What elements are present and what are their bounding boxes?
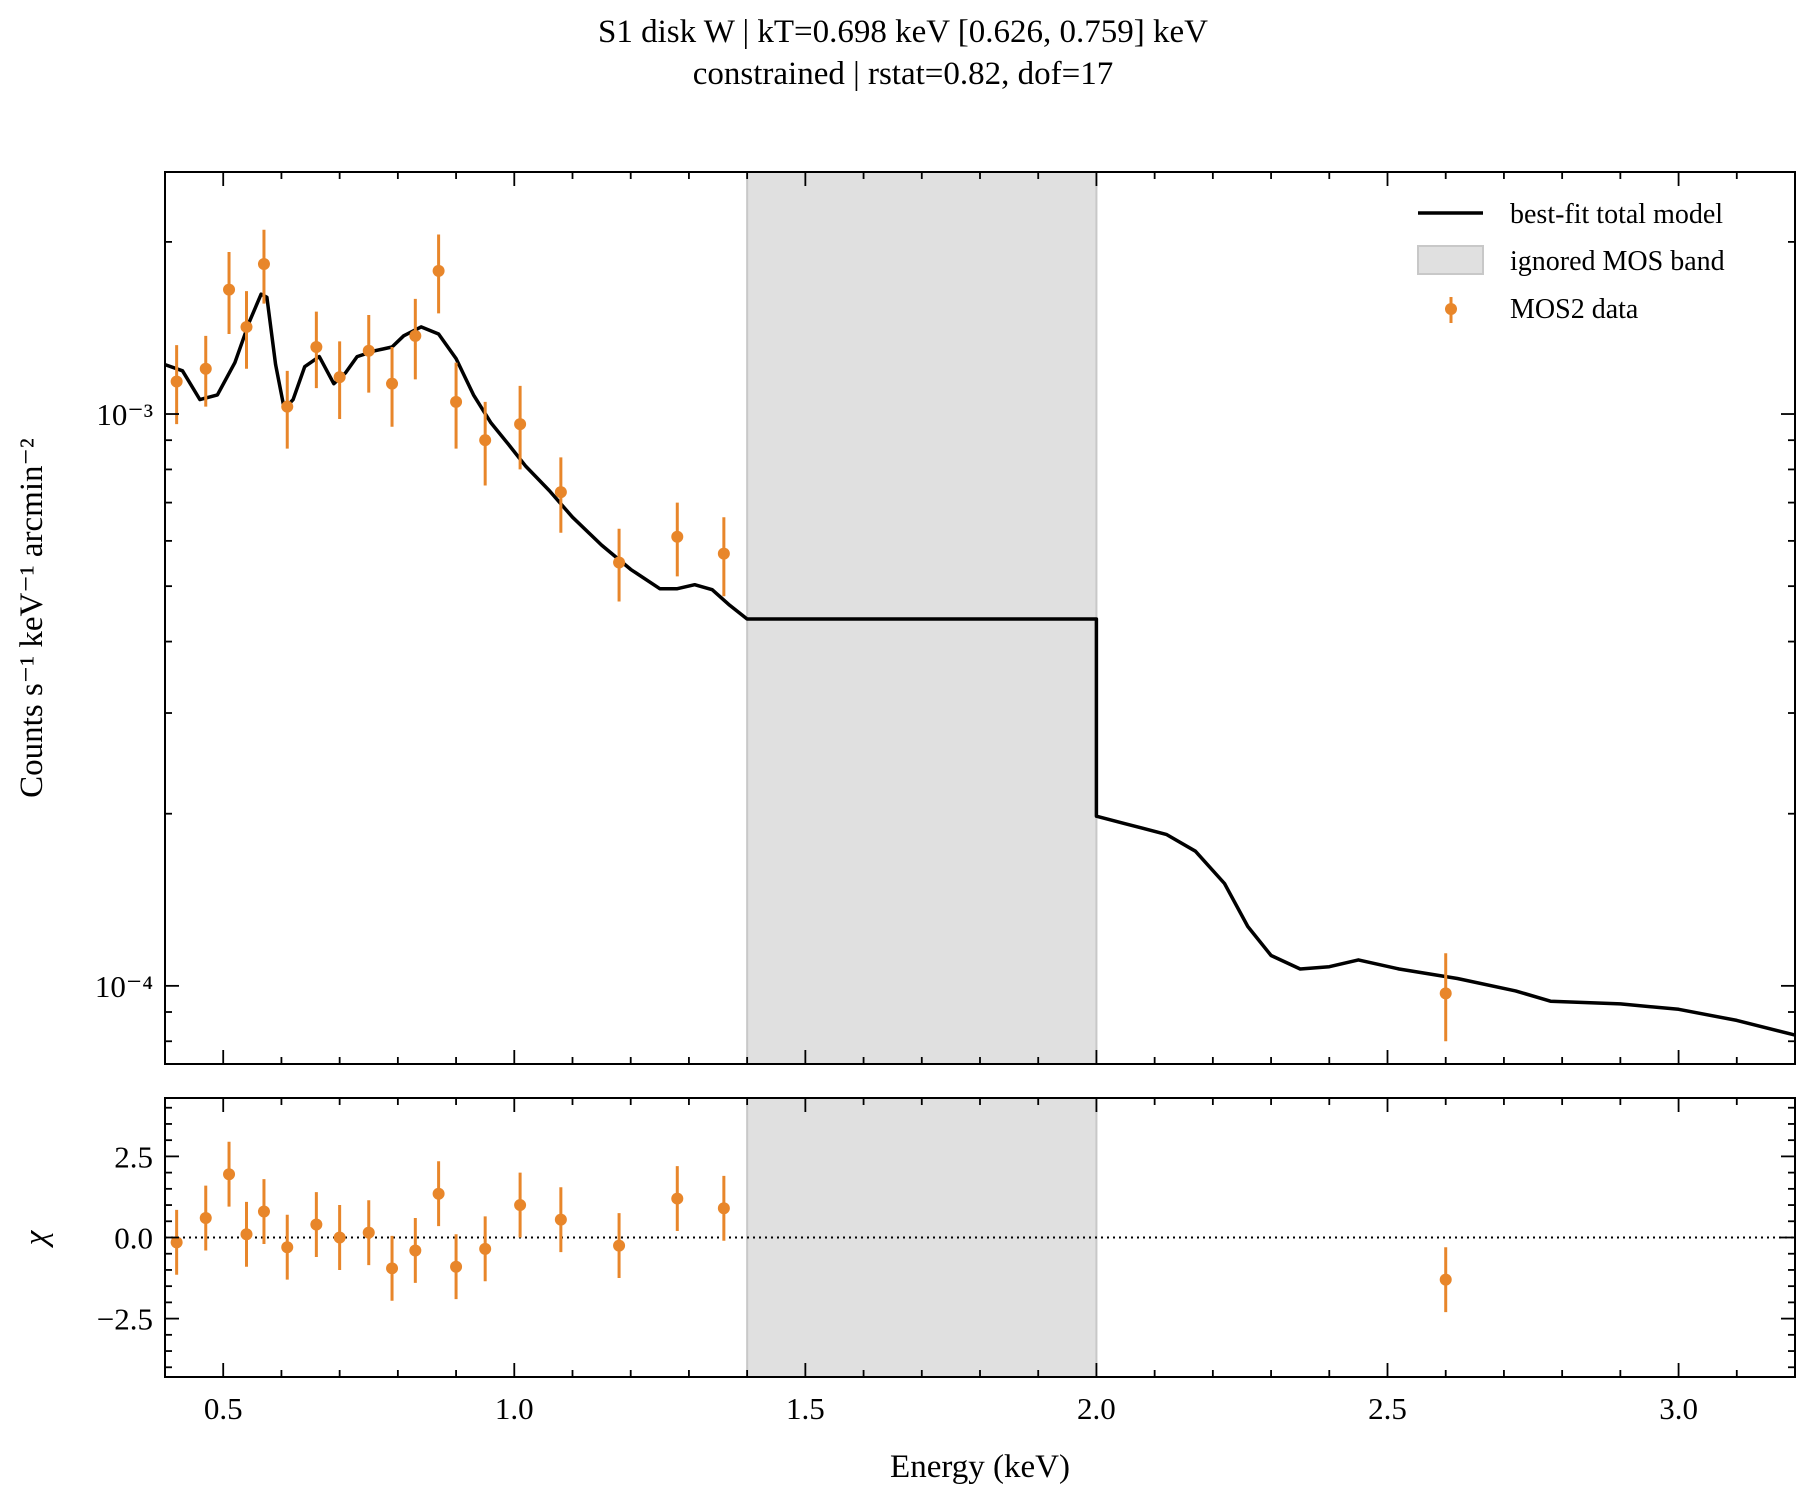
- residual-panel: 2.5 0.0 −2.5 χ 0.5 1.0 1.5 2.0 2.5 3.0 E…: [18, 1097, 1796, 1485]
- legend-band-label: ignored MOS band: [1510, 246, 1725, 277]
- ytick-label-zero: 0.0: [114, 1221, 153, 1256]
- residual-point: [1439, 1273, 1452, 1286]
- data-point: [170, 375, 183, 388]
- legend-model-label: best-fit total model: [1510, 199, 1723, 230]
- legend-data-marker: [1445, 303, 1457, 315]
- xtick-label-1.0: 1.0: [495, 1391, 534, 1426]
- data-point: [240, 320, 253, 333]
- residual-point: [199, 1212, 212, 1225]
- data-point: [450, 395, 463, 408]
- residual-point: [310, 1218, 323, 1231]
- residual-point: [170, 1236, 183, 1249]
- data-point: [1439, 987, 1452, 1000]
- data-point: [281, 400, 294, 413]
- data-point: [386, 377, 399, 390]
- residual-point: [240, 1228, 253, 1241]
- data-point: [613, 556, 626, 569]
- data-point: [432, 264, 445, 277]
- data-point: [717, 547, 730, 560]
- residual-point: [432, 1187, 445, 1200]
- legend-band-swatch: [1417, 245, 1484, 275]
- ytick-label-1e-4: 10⁻⁴: [95, 969, 153, 1004]
- residual-point: [554, 1213, 567, 1226]
- residual-point: [333, 1231, 346, 1244]
- data-point: [409, 329, 422, 342]
- data-point: [514, 418, 527, 431]
- data-point: [479, 434, 492, 447]
- title-line-2: constrained | rstat=0.82, dof=17: [693, 56, 1114, 92]
- ytick-label-neg: −2.5: [97, 1302, 153, 1337]
- data-point: [199, 362, 212, 375]
- legend-data-label: MOS2 data: [1510, 294, 1639, 325]
- title-line-1: S1 disk W | kT=0.698 keV [0.626, 0.759] …: [598, 14, 1208, 50]
- xtick-label-3.0: 3.0: [1659, 1391, 1698, 1426]
- data-point: [362, 344, 375, 357]
- xtick-label-2.0: 2.0: [1077, 1391, 1116, 1426]
- residual-point: [362, 1226, 375, 1239]
- residual-point: [409, 1244, 422, 1257]
- data-point: [671, 530, 684, 543]
- residual-point: [717, 1202, 730, 1215]
- ytick-label-pos: 2.5: [114, 1139, 153, 1174]
- residual-point: [671, 1192, 684, 1205]
- residual-point: [613, 1239, 626, 1252]
- residual-point: [479, 1242, 492, 1255]
- legend: best-fit total model ignored MOS band MO…: [1417, 199, 1725, 325]
- data-point: [257, 257, 270, 270]
- ytick-label-1e-3: 10⁻³: [96, 397, 153, 432]
- residual-point: [386, 1262, 399, 1275]
- xtick-label-0.5: 0.5: [204, 1391, 243, 1426]
- x-axis-label: Energy (keV): [890, 1449, 1070, 1485]
- spectrum-y-axis-label: Counts s⁻¹ keV⁻¹ arcmin⁻²: [14, 438, 50, 798]
- residual-axes-frame: [164, 1097, 1796, 1378]
- residual-point: [281, 1241, 294, 1254]
- spectrum-panel: 10⁻³ 10⁻⁴ Counts s⁻¹ keV⁻¹ arcmin⁻² best…: [14, 171, 1796, 1065]
- xtick-label-1.5: 1.5: [786, 1391, 825, 1426]
- residual-y-axis-label: χ: [18, 1229, 54, 1248]
- residual-point: [257, 1205, 270, 1218]
- residual-point: [450, 1260, 463, 1273]
- xtick-label-2.5: 2.5: [1368, 1391, 1407, 1426]
- data-point: [554, 486, 567, 499]
- spectrum-axes-frame: [164, 171, 1796, 1065]
- residual-point: [514, 1199, 527, 1212]
- data-point: [310, 340, 323, 353]
- data-point: [333, 371, 346, 384]
- residual-point: [223, 1168, 236, 1181]
- data-point: [223, 283, 236, 296]
